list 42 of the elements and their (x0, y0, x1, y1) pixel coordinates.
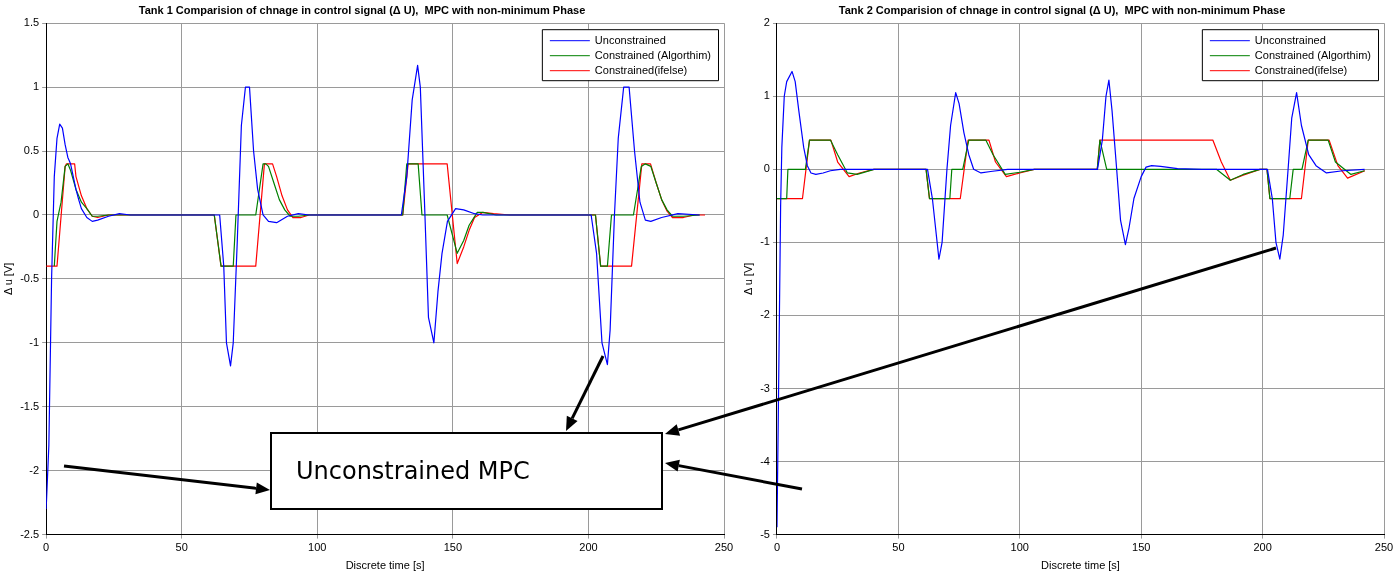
x-tick-label: 150 (443, 541, 463, 554)
text-box: Unconstrained MPC (270, 432, 663, 510)
x-tick-label: 250 (1374, 541, 1394, 554)
y-tick-label: -2 (760, 308, 770, 321)
x-tick-label: 50 (175, 541, 188, 554)
y-tick-label: -2 (29, 463, 40, 476)
chart-title: Tank 2 Comparision of chnage in control signal (Δ U), MPC with non-minimum Phase (838, 3, 1286, 16)
x-tick-label: 200 (579, 541, 598, 554)
y-tick-label: -5 (760, 527, 770, 540)
legend-label: Constrained(ifelse) (1254, 63, 1348, 76)
y-tick-label: 0 (33, 208, 40, 221)
x-tick-label: 100 (1010, 541, 1029, 554)
y-tick-label: -1 (29, 335, 40, 348)
y-tick-label: -1 (760, 235, 770, 248)
legend-label: Constrained(ifelse) (594, 63, 688, 76)
y-tick-label: 2 (763, 16, 770, 29)
chart-title: Tank 1 Comparision of chnage in control signal (Δ U), MPC with non-minimum Phase (138, 3, 586, 16)
x-tick-label: 0 (773, 541, 781, 554)
legend-label: Unconstrained (594, 33, 666, 46)
y-tick-label: 0 (763, 162, 770, 175)
x-tick-label: 50 (892, 541, 905, 554)
x-tick-label: 250 (714, 541, 734, 554)
y-tick-label: -0.5 (20, 271, 40, 284)
y-axis-title: Δ u [V] (741, 262, 754, 296)
x-tick-label: 200 (1253, 541, 1272, 554)
x-tick-label: 150 (1132, 541, 1151, 554)
x-axis-title: Discrete time [s] (345, 559, 425, 572)
legend-label: Constrained (Algorthim) (1254, 48, 1371, 61)
y-tick-label: 1 (763, 89, 770, 102)
y-tick-label: 1 (33, 80, 40, 93)
y-axis-title: Δ u [V] (1, 262, 14, 296)
y-tick-label: -2.5 (20, 527, 40, 540)
x-axis-title: Discrete time [s] (1041, 559, 1120, 572)
y-tick-label: -1.5 (20, 399, 40, 412)
y-tick-label: 1.5 (23, 16, 40, 29)
legend-label: Constrained (Algorthim) (594, 48, 711, 61)
x-tick-label: 100 (308, 541, 327, 554)
x-tick-label: 0 (43, 541, 50, 554)
legend-label: Unconstrained (1254, 33, 1326, 46)
y-tick-label: -4 (760, 454, 770, 467)
y-tick-label: -3 (760, 381, 770, 394)
y-tick-label: 0.5 (23, 144, 40, 157)
